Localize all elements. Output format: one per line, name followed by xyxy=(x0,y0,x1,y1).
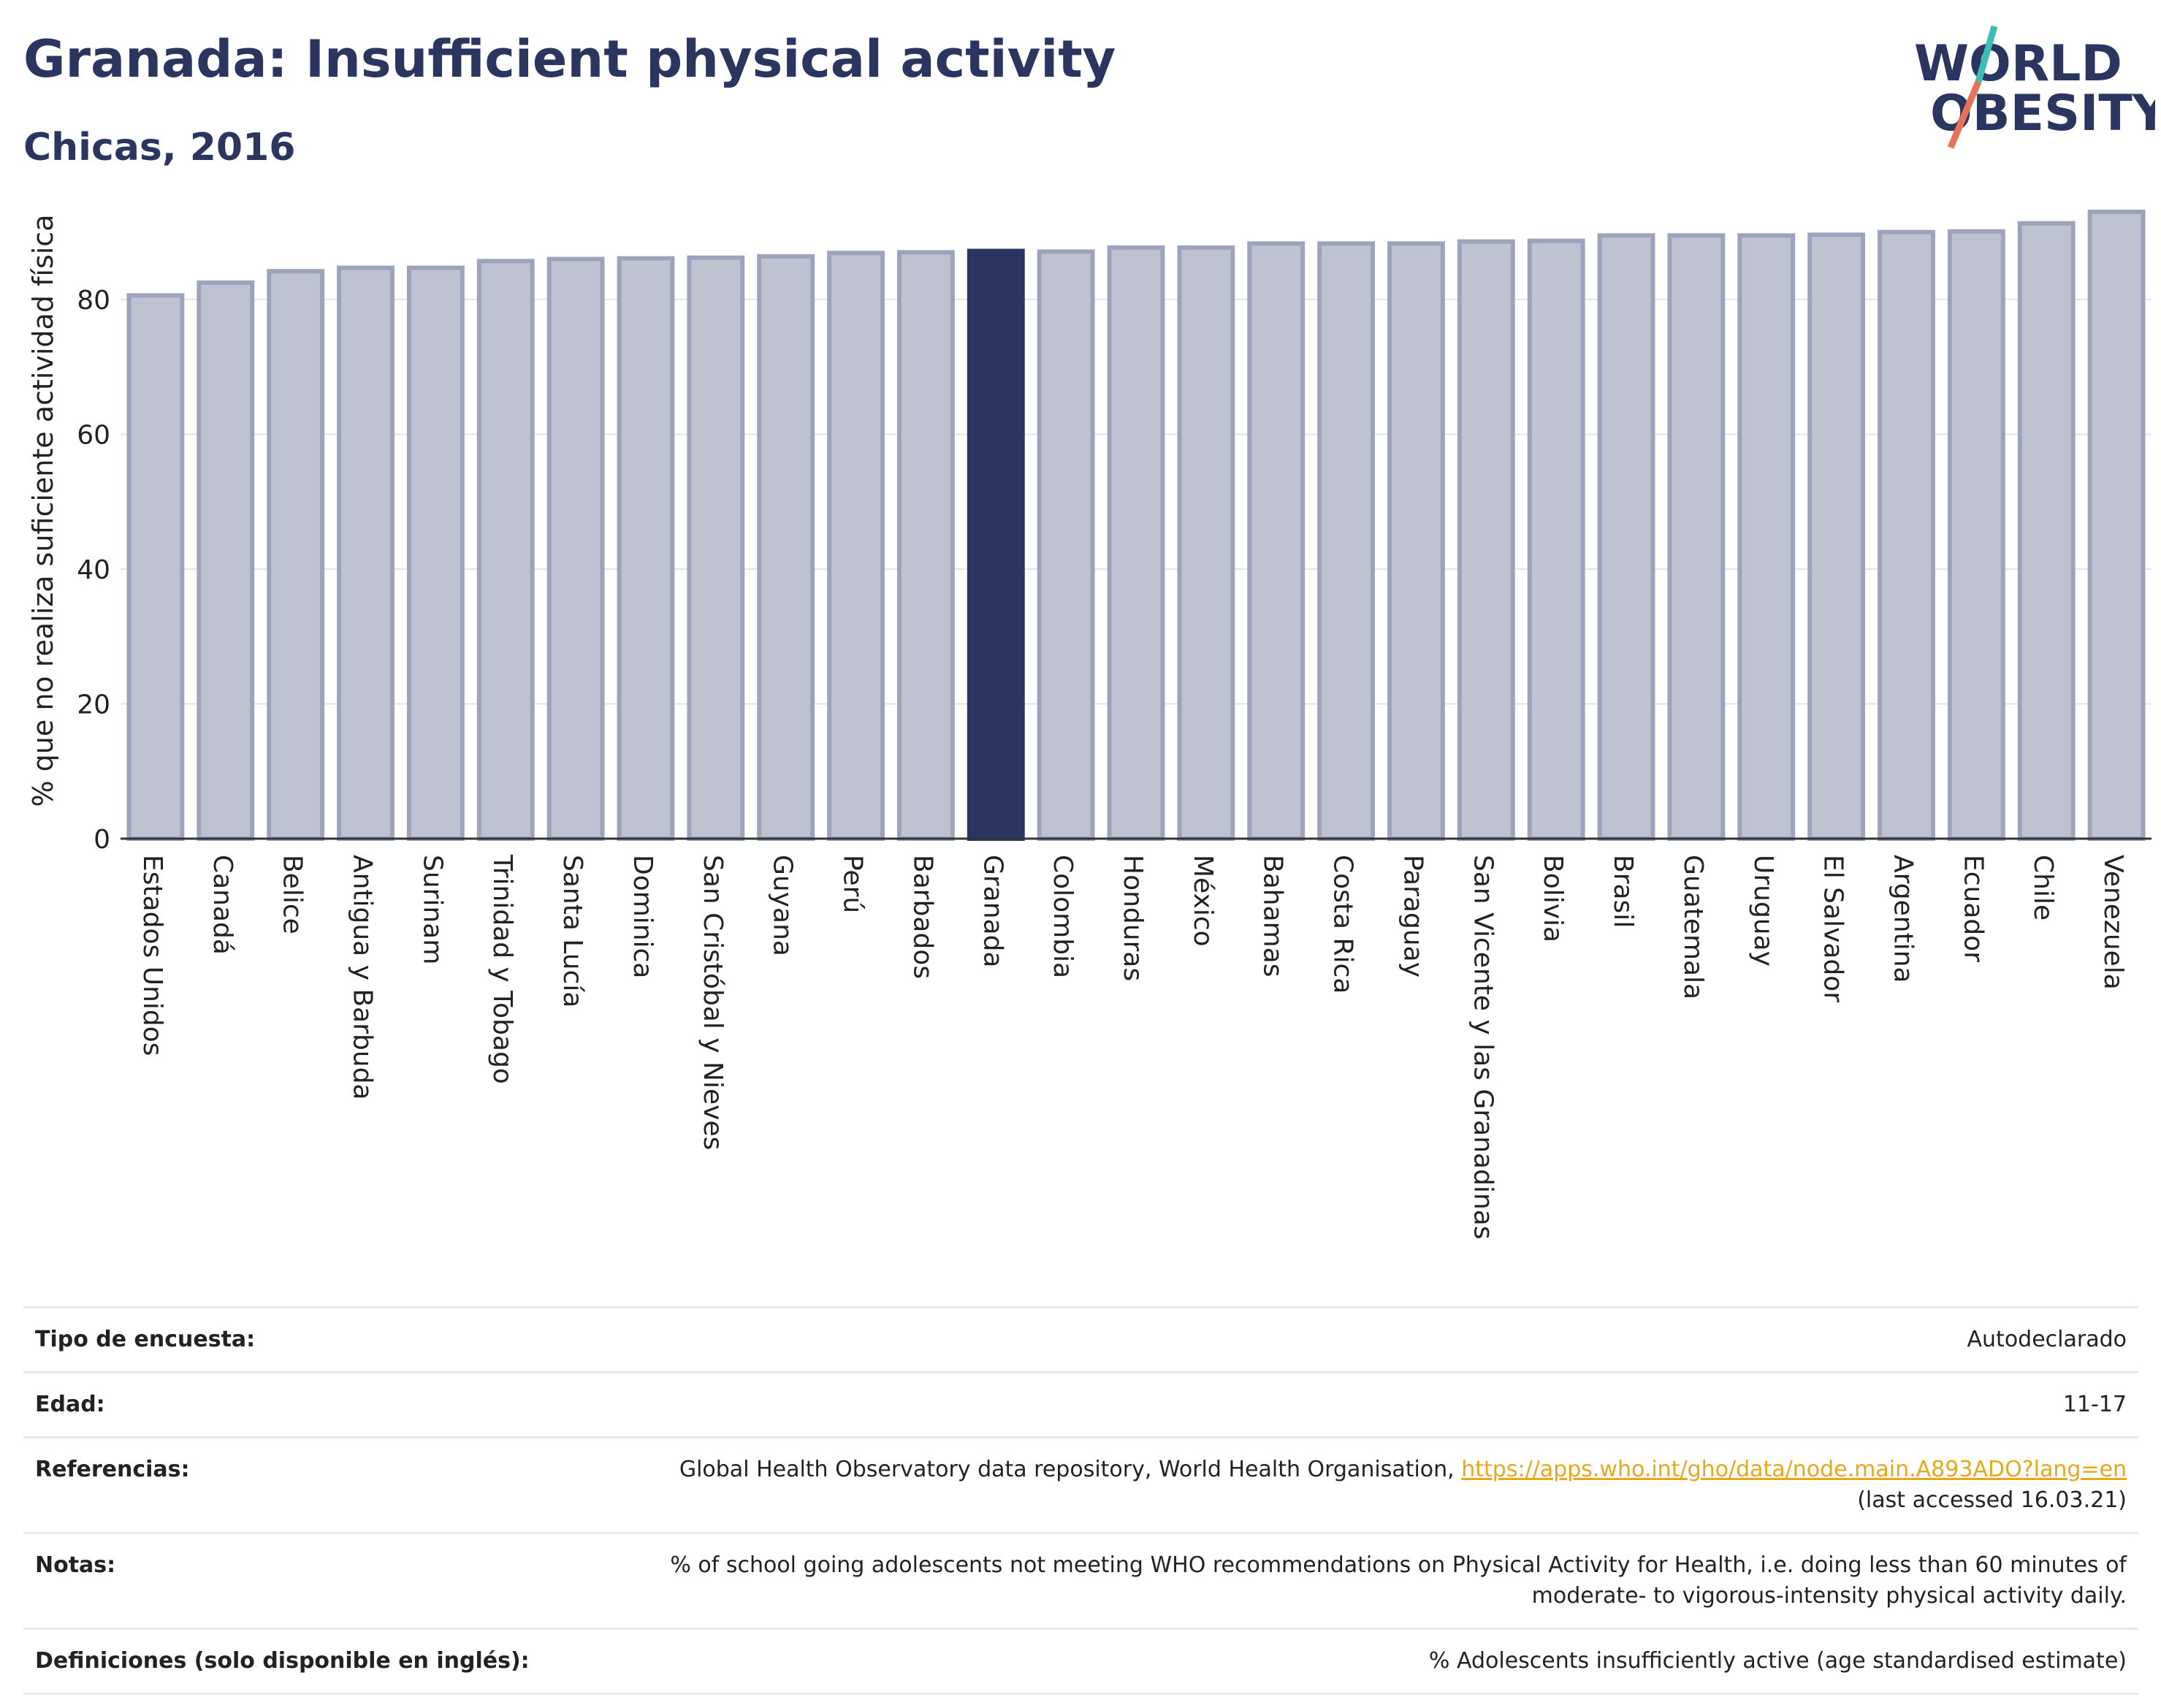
bar-dominica xyxy=(617,256,675,841)
bar-surinam xyxy=(406,265,465,841)
x-tick-label: Belice xyxy=(278,855,308,934)
x-tick-label: Brasil xyxy=(1608,855,1638,928)
info-value: Global Health Observatory data repositor… xyxy=(571,1436,2138,1534)
info-row: Notas: % of school going adolescents not … xyxy=(23,1532,2138,1630)
info-value-text: 11-17 xyxy=(2062,1392,2127,1417)
bars xyxy=(126,210,2146,842)
x-tick-label: Bolivia xyxy=(1538,855,1568,942)
x-tick-label: San Vicente y las Granadinas xyxy=(1468,855,1498,1240)
info-row: Definiciones (solo disponible en inglés)… xyxy=(23,1628,2138,1695)
x-tick-label: Granada xyxy=(977,855,1007,968)
bar-argentina xyxy=(1878,229,1935,841)
logo-slash-coral xyxy=(1947,80,1982,149)
reference-link[interactable]: https://apps.who.int/gho/data/node.main.… xyxy=(1461,1457,2127,1482)
bar-brasil xyxy=(1597,233,1655,841)
x-tick-label: Venezuela xyxy=(2098,855,2128,990)
x-tick-label: Ecuador xyxy=(1958,855,1988,962)
info-value-text: Autodeclarado xyxy=(1967,1327,2127,1352)
x-tick-label: Dominica xyxy=(628,855,658,979)
info-label: Definiciones (solo disponible en inglés)… xyxy=(23,1628,572,1695)
y-tick-label: 40 xyxy=(77,555,110,585)
logo-slash-teal xyxy=(1975,25,1998,83)
info-row: Referencias: Global Health Observatory da… xyxy=(23,1436,2138,1534)
x-tick-label: Santa Lucía xyxy=(557,855,587,1007)
x-tick-label: Costa Rica xyxy=(1328,855,1358,994)
bar-costa-rica xyxy=(1317,241,1376,842)
bar-uruguay xyxy=(1737,233,1796,841)
x-tick-label: Guyana xyxy=(768,855,798,956)
info-value: % Adolescents insufficiently active (age… xyxy=(571,1628,2138,1695)
bar-trinidad-y-tobago xyxy=(476,259,535,841)
info-value: 11-17 xyxy=(571,1371,2138,1438)
info-value: Autodeclarado xyxy=(571,1306,2138,1373)
x-tick-label: Antigua y Barbuda xyxy=(348,855,378,1100)
bar-colombia xyxy=(1037,249,1095,841)
info-label: Edad: xyxy=(23,1371,572,1438)
x-tick-label: Estados Unidos xyxy=(137,855,167,1056)
bar-san-vicente-y-las-granadinas xyxy=(1457,239,1515,841)
info-label: Tipo de encuesta: xyxy=(23,1306,572,1373)
info-value-text: % Adolescents insufficiently active (age… xyxy=(1428,1648,2127,1674)
x-tick-label: San Cristóbal y Nieves xyxy=(698,855,728,1150)
x-tick-label: Canadá xyxy=(207,855,237,955)
info-row: Edad: 11-17 xyxy=(23,1371,2138,1438)
bar-barbados xyxy=(896,250,955,841)
info-label: Notas: xyxy=(23,1532,572,1630)
x-tick-label: Honduras xyxy=(1118,855,1148,981)
chart-title: Granada: Insufficient physical activity xyxy=(23,29,1116,89)
x-tick-label: Uruguay xyxy=(1748,855,1778,967)
info-value: % of school going adolescents not meetin… xyxy=(571,1532,2138,1630)
y-tick-label: 20 xyxy=(77,690,110,720)
x-tick-label: Surinam xyxy=(417,855,447,964)
y-axis-label: % que no realiza suficiente actividad fí… xyxy=(27,215,59,807)
y-tick-label: 0 xyxy=(94,825,110,855)
x-tick-label: Chile xyxy=(2028,855,2058,920)
bar-granada xyxy=(967,248,1025,841)
x-tick-label: México xyxy=(1188,855,1218,947)
bar-guyana xyxy=(757,253,815,841)
x-tick-label: Bahamas xyxy=(1258,855,1288,977)
info-label: Referencias: xyxy=(23,1436,572,1534)
chart-subtitle: Chicas, 2016 xyxy=(23,126,296,169)
x-tick-label: Perú xyxy=(838,855,868,913)
bar-chile xyxy=(2017,221,2076,841)
bar-estados-unidos xyxy=(126,293,185,841)
bar-m-xico xyxy=(1177,245,1235,841)
x-tick-label: Barbados xyxy=(907,855,937,979)
bar-guatemala xyxy=(1667,233,1726,841)
info-value-continued: moderate- to vigorous-intensity physical… xyxy=(1531,1583,2127,1609)
x-tick-label: El Salvador xyxy=(1818,855,1848,1002)
bar-ecuador xyxy=(1947,229,2005,842)
y-tick-labels: 0 20 40 60 80 xyxy=(77,286,110,855)
bar-antigua-y-barbuda xyxy=(337,265,395,841)
x-tick-label: Paraguay xyxy=(1398,855,1428,977)
x-tick-label: Argentina xyxy=(1888,855,1918,983)
bar-canad- xyxy=(197,280,255,841)
logo-line-world: WORLD xyxy=(1914,35,2122,93)
info-value-text: Global Health Observatory data repositor… xyxy=(679,1457,1455,1482)
info-table: Tipo de encuesta: Autodeclarado Edad: 11-17… xyxy=(23,1306,2138,1695)
bar-paraguay xyxy=(1387,241,1445,842)
info-row: Tipo de encuesta: Autodeclarado xyxy=(23,1306,2138,1373)
bar-bahamas xyxy=(1247,241,1306,842)
bar-per- xyxy=(827,251,885,841)
bar-santa-luc-a xyxy=(546,256,605,842)
y-tick-label: 60 xyxy=(77,420,110,450)
x-tick-labels: Estados Unidos Canadá Belice Antigua y Barb… xyxy=(137,854,2128,1240)
bar-venezuela xyxy=(2087,210,2146,841)
info-value-continued: (last accessed 16.03.21) xyxy=(1857,1487,2127,1513)
info-value-text: % of school going adolescents not meetin… xyxy=(670,1552,2127,1578)
bar-san-crist-bal-y-nieves xyxy=(687,255,745,841)
x-tick-label: Trinidad y Tobago xyxy=(487,854,517,1084)
x-tick-label: Guatemala xyxy=(1678,855,1708,999)
bar-chart: 0 20 40 60 80 Estados Unidos Canadá Belice Anti… xyxy=(27,210,2152,1240)
bar-bolivia xyxy=(1527,238,1585,841)
world-obesity-logo: WORLD OBESITY xyxy=(1914,25,2155,149)
bar-belice xyxy=(267,269,325,842)
bar-el-salvador xyxy=(1807,232,1866,841)
x-tick-label: Colombia xyxy=(1048,855,1078,978)
y-tick-label: 80 xyxy=(77,286,110,316)
bar-honduras xyxy=(1107,245,1165,841)
